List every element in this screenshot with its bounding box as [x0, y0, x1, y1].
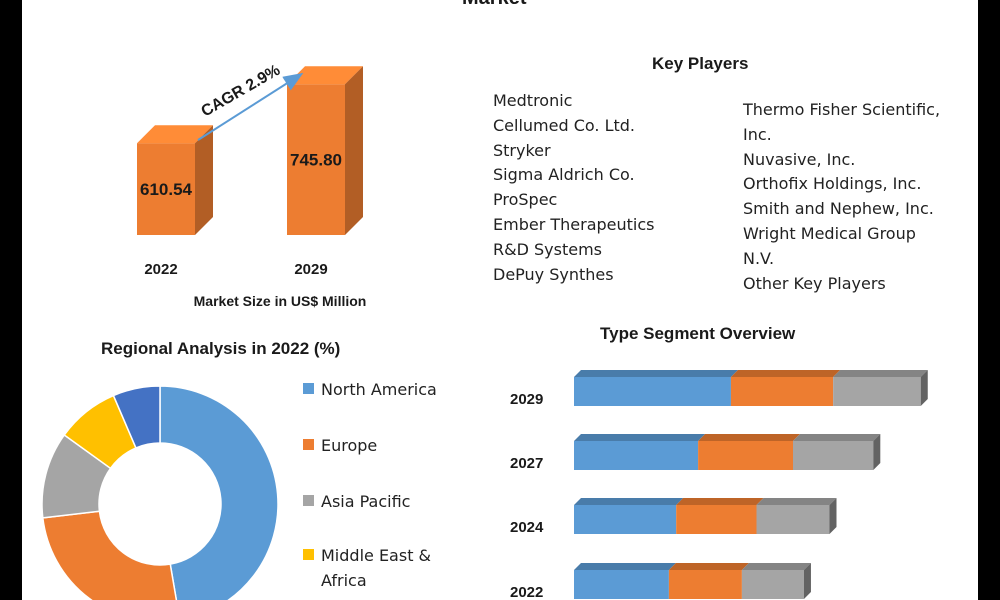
type-bar-2022-seg-2: [741, 570, 804, 599]
donut-slice-0: [159, 385, 279, 600]
type-segment-title: Type Segment Overview: [600, 324, 796, 343]
legend-swatch-0: [303, 383, 314, 394]
x-axis-label: Market Size in US$ Million: [194, 293, 367, 309]
legend-swatch-2: [303, 495, 314, 506]
type-bar-top-2027-seg-0: [574, 434, 706, 441]
type-bar-end-2022: [803, 563, 811, 599]
type-bar-2029-seg-0: [574, 377, 731, 406]
legend-label-1: Europe: [321, 436, 378, 455]
regional-donut-chart: [41, 385, 279, 600]
market-bar-side-2022: [195, 125, 213, 235]
legend-label-2: Asia Pacific: [321, 492, 411, 511]
cagr-arrow: [197, 72, 304, 141]
type-bar-2029-seg-2: [833, 377, 921, 406]
type-bar-end-2024: [829, 498, 837, 534]
legend-item-0: North America: [303, 378, 478, 402]
key-player-right-3: Orthofix Holdings, Inc.: [743, 174, 922, 194]
key-player-left-5: Ember Therapeutics: [493, 214, 655, 234]
type-bar-end-2027: [873, 434, 881, 470]
type-bar-top-2029-seg-1: [730, 370, 841, 377]
key-players-title: Key Players: [652, 54, 749, 73]
market-bar-top-2022: [137, 125, 213, 144]
type-bar-2022-seg-1: [668, 570, 742, 599]
legend-item-2: Asia Pacific: [303, 490, 478, 514]
legend-label-0: North America: [321, 380, 437, 399]
legend-swatch-3: [303, 549, 314, 560]
key-player-right-4: Smith and Nephew, Inc.: [743, 199, 934, 219]
type-segment-chart: 2029 2027 2024 2022: [510, 370, 928, 600]
legend-item-1: Europe: [303, 434, 478, 458]
page-title: Market: [462, 0, 526, 10]
market-category-2029: 2029: [294, 261, 327, 278]
type-bar-top-2029-seg-0: [574, 370, 738, 377]
type-bar-2022-seg-0: [574, 570, 669, 599]
type-bar-2027-seg-0: [574, 441, 699, 470]
key-players-right-list: Thermo Fisher Scientific, Inc. Nuvasive, I…: [743, 98, 940, 296]
market-bar-side-2029: [345, 66, 363, 235]
type-bar-top-2027-seg-1: [698, 434, 800, 441]
key-player-left-1: Cellumed Co. Ltd.: [493, 115, 635, 135]
key-player-right-0: Thermo Fisher Scientific,: [743, 100, 941, 119]
market-bar-value-2029: 745.80: [290, 151, 342, 170]
type-bar-top-2022-seg-2: [741, 563, 811, 570]
type-category-2029: 2029: [510, 391, 543, 408]
type-bar-top-2022-seg-0: [574, 563, 676, 570]
type-bar-2024-seg-0: [574, 505, 677, 534]
type-bar-top-2024-seg-0: [574, 498, 684, 505]
type-bar-top-2029-seg-2: [833, 370, 928, 377]
key-player-left-3: Sigma Aldrich Co.: [493, 165, 635, 185]
type-category-2022: 2022: [510, 584, 543, 600]
key-player-right-1: Inc.: [743, 124, 772, 144]
legend-swatch-1: [303, 439, 314, 450]
key-player-right-5: Wright Medical Group: [743, 223, 916, 243]
key-players-left-list: Medtronic Cellumed Co. Ltd. Stryker Sigma A…: [493, 89, 655, 287]
regional-title: Regional Analysis in 2022 (%): [101, 339, 341, 358]
market-bar-top-2029: [287, 66, 363, 85]
key-player-right-2: Nuvasive, Inc.: [743, 149, 856, 169]
type-bar-top-2027-seg-2: [793, 434, 881, 441]
key-player-left-7: DePuy Synthes: [493, 264, 614, 284]
type-bar-2024-seg-2: [756, 505, 830, 534]
key-player-left-0: Medtronic: [493, 91, 573, 110]
type-bar-end-2029: [920, 370, 928, 406]
legend-item-3: Middle East & Africa: [303, 544, 478, 593]
type-bar-top-2024-seg-2: [756, 498, 837, 505]
market-bar-value-2022: 610.54: [140, 180, 193, 199]
key-player-left-2: Stryker: [493, 140, 551, 160]
donut-slice-1: [41, 510, 178, 600]
type-bar-2029-seg-1: [730, 377, 834, 406]
type-bar-2024-seg-1: [676, 505, 757, 534]
key-player-left-4: ProSpec: [493, 190, 558, 210]
legend-label-3: Middle East & Africa: [321, 546, 432, 590]
type-bar-2027-seg-2: [793, 441, 874, 470]
type-bar-top-2022-seg-1: [668, 563, 749, 570]
type-bar-top-2024-seg-1: [676, 498, 764, 505]
donut-slice-4: [112, 385, 161, 449]
market-category-2022: 2022: [144, 261, 177, 278]
type-category-2027: 2027: [510, 455, 543, 472]
type-category-2024: 2024: [510, 519, 544, 536]
market-bar-2022: [137, 143, 195, 235]
market-bar-2029: [287, 84, 345, 235]
key-player-right-7: Other Key Players: [743, 273, 886, 293]
key-player-right-6: N.V.: [743, 248, 775, 268]
type-bar-2027-seg-1: [698, 441, 793, 470]
key-player-left-6: R&D Systems: [493, 239, 602, 259]
